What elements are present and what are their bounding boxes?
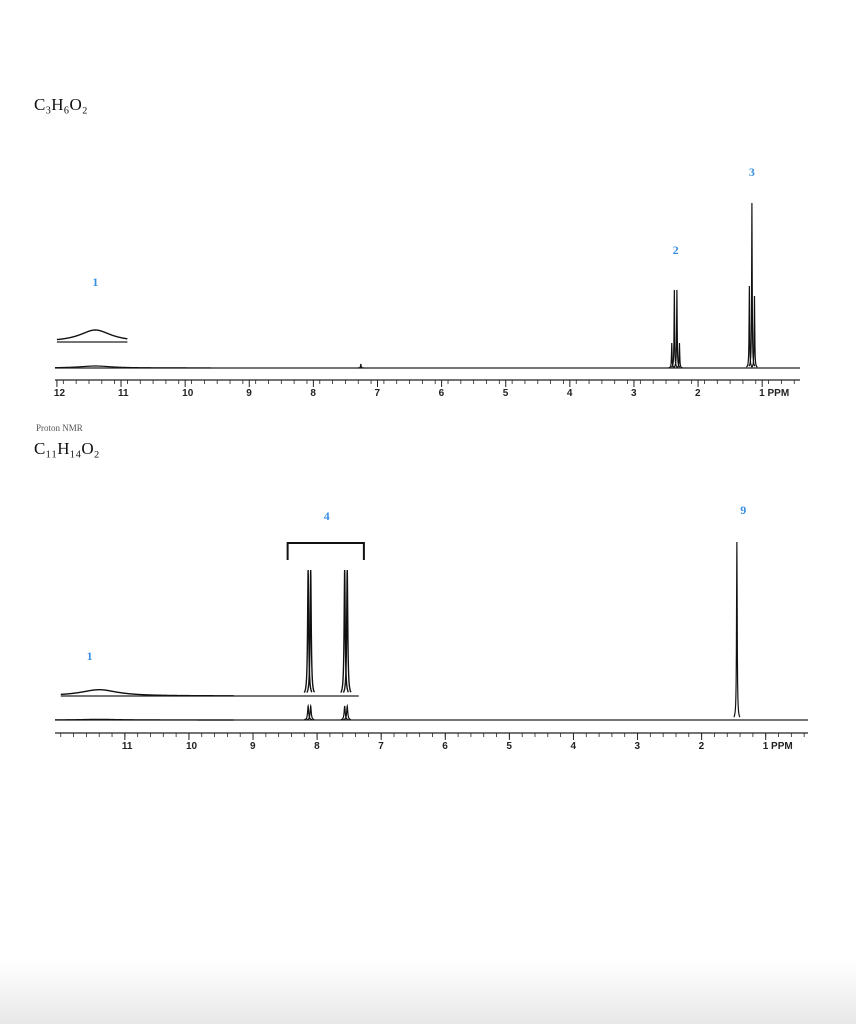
x-tick-label: 11 <box>122 741 133 752</box>
x-tick-label: 9 <box>246 388 252 399</box>
peak <box>751 295 758 368</box>
peak-label: 2 <box>673 243 679 257</box>
x-tick-label: 9 <box>250 741 256 752</box>
peak <box>55 718 234 721</box>
x-tick-label: 12 <box>54 388 66 399</box>
inset-peak <box>342 569 352 693</box>
inset-peak <box>340 569 349 693</box>
peak <box>746 285 753 368</box>
peak <box>748 202 756 367</box>
x-tick-label: 6 <box>442 741 448 752</box>
x-tick-label: 3 <box>631 388 637 399</box>
x-tick-label: 7 <box>374 388 380 399</box>
peak-label: 1 <box>87 649 93 663</box>
peak <box>668 342 675 369</box>
peak-label: 9 <box>740 503 746 517</box>
x-tick-label: 3 <box>635 741 641 752</box>
peak <box>733 541 741 718</box>
peak <box>340 705 349 721</box>
peak <box>343 703 352 721</box>
caption: Proton NMR <box>36 423 83 433</box>
x-tick-label: 6 <box>439 388 445 399</box>
x-tick-label: 5 <box>506 741 512 752</box>
formula: C₁₁H₁₄O₂ <box>34 439 100 458</box>
inset-peak <box>56 329 128 341</box>
peak <box>304 703 312 721</box>
x-tick-label: 2 <box>699 741 705 752</box>
peak-label: 4 <box>324 509 330 523</box>
inset-peak <box>60 689 234 697</box>
bracket <box>286 542 365 560</box>
bottom-fade <box>0 960 856 1024</box>
peak-label: 3 <box>749 165 755 179</box>
x-tick-label: 5 <box>503 388 509 399</box>
x-tick-label: 4 <box>567 388 573 399</box>
x-tick-label: 11 <box>118 388 129 399</box>
inset-peak <box>306 569 315 693</box>
x-tick-label: 8 <box>310 388 316 399</box>
x-tick-label: 10 <box>186 741 198 752</box>
x-tick-label: 2 <box>695 388 701 399</box>
peak <box>671 289 678 368</box>
x-tick-label: 7 <box>378 741 384 752</box>
peak <box>55 365 211 369</box>
x-tick-label: 1 PPM <box>759 388 789 399</box>
x-tick-label: 1 PPM <box>763 741 793 752</box>
peak <box>306 703 315 721</box>
x-tick-label: 4 <box>570 741 576 752</box>
peak <box>357 363 364 369</box>
peak <box>676 342 683 369</box>
inset-peak <box>303 569 313 693</box>
x-tick-label: 10 <box>182 388 194 399</box>
peak-label: 1 <box>92 275 98 289</box>
formula: C₃H₆O₂ <box>34 95 88 114</box>
x-tick-label: 8 <box>314 741 320 752</box>
